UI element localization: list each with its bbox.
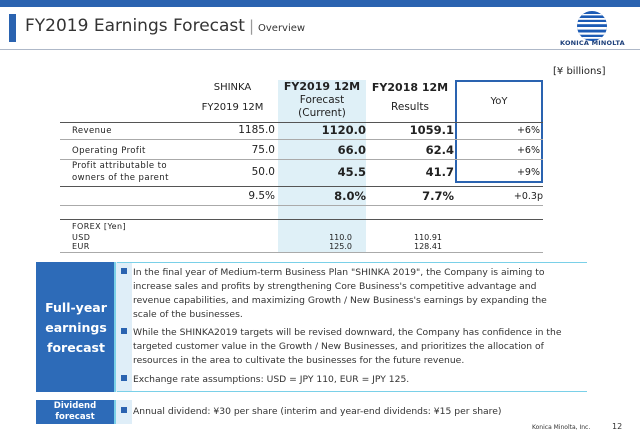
logo-wordmark: KONICA MINOLTA <box>560 39 625 47</box>
forecast-bullet-3: Exchange rate assumptions: USD = JPY 110… <box>121 373 571 387</box>
header-fy18-l2: Results <box>391 101 429 113</box>
bullet-3-line-1: Exchange rate assumptions: USD = JPY 110… <box>133 374 410 385</box>
globe-logo-icon <box>577 11 607 41</box>
table-rule <box>60 139 543 140</box>
bullet-1-line-2: increase sales and profits by strengthen… <box>133 281 537 292</box>
unit-label: [¥ billions] <box>553 66 606 77</box>
revenue-yoy: +6% <box>516 125 540 136</box>
forex-usd-current: 110.0 <box>329 233 352 242</box>
header-divider <box>0 49 640 50</box>
dividend-text: Annual dividend: ¥30 per share (interim … <box>133 406 502 417</box>
forecast-panel-label: Full-year earnings forecast <box>36 262 116 392</box>
bullet-1-line-1: In the final year of Medium-term Busines… <box>133 267 545 278</box>
page-number: 12 <box>612 422 623 431</box>
forecast-panel-title-l2: earnings <box>45 320 107 335</box>
bullet-square-icon <box>121 375 127 381</box>
forecast-panel-title-l3: forecast <box>47 340 105 355</box>
table-rule <box>60 205 543 206</box>
operating-profit-fy18: 62.4 <box>425 143 454 157</box>
operating-profit-yoy: +6% <box>516 145 540 156</box>
dividend-title-l2: forecast <box>55 412 95 422</box>
table-rule <box>60 159 543 160</box>
bullet-1-line-3: revenue capabilities, and maximizing Gro… <box>133 295 547 306</box>
margin-fy18: 7.7% <box>422 189 454 203</box>
forex-usd-fy18: 110.91 <box>414 233 442 242</box>
current-forecast-column-highlight <box>278 80 366 253</box>
header-shinka-l1: SHINKA <box>213 82 252 93</box>
bullet-2-line-2: targeted customer value in the Growth / … <box>133 341 544 352</box>
bullet-square-icon <box>121 268 127 274</box>
bullet-square-icon <box>121 328 127 334</box>
forecast-panel-band <box>116 262 132 392</box>
dividend-title-l1: Dividend <box>53 401 97 411</box>
bullet-1-line-4: scale of the businesses. <box>133 309 243 320</box>
row-label-operating-profit: Operating Profit <box>72 146 146 156</box>
title-subtitle: Overview <box>258 23 306 34</box>
footer-company: Konica Minolta, Inc. <box>532 424 591 431</box>
forex-eur-current: 125.0 <box>329 242 352 251</box>
title-text: FY2019 Earnings Forecast <box>25 16 245 36</box>
row-label-profit-l2: owners of the parent <box>72 173 169 183</box>
operating-profit-current: 66.0 <box>337 143 366 157</box>
forex-eur-fy18: 128.41 <box>414 242 442 251</box>
revenue-fy18: 1059.1 <box>409 123 454 137</box>
row-label-revenue: Revenue <box>72 126 112 136</box>
header-yoy: YoY <box>490 96 508 107</box>
dividend-bullet: Annual dividend: ¥30 per share (interim … <box>121 405 571 419</box>
forecast-panel-top-line <box>117 262 587 263</box>
title-separator: | <box>248 17 254 35</box>
revenue-current: 1120.0 <box>321 123 366 137</box>
page-title: FY2019 Earnings Forecast | Overview <box>25 14 305 41</box>
table-rule-forex <box>60 219 543 220</box>
profit-shinka: 50.0 <box>251 166 275 178</box>
forecast-panel-title-l1: Full-year <box>45 300 107 315</box>
forex-eur-label: EUR <box>72 242 90 251</box>
forex-label: FOREX [Yen] <box>72 222 126 231</box>
header-fy18-l1: FY2018 12M <box>371 81 449 94</box>
margin-current: 8.0% <box>334 189 366 203</box>
forecast-panel-bottom-line <box>117 391 587 392</box>
yoy-highlight-box <box>455 80 543 183</box>
forex-usd-label: USD <box>72 233 91 242</box>
forecast-bullet-1: In the final year of Medium-term Busines… <box>121 266 571 322</box>
profit-yoy: +9% <box>516 167 540 178</box>
header-current-l3: (Current) <box>298 107 346 119</box>
table-rule-top <box>60 122 543 123</box>
top-accent-bar <box>0 0 640 7</box>
header-current-l2: Forecast <box>299 94 345 106</box>
operating-profit-shinka: 75.0 <box>251 144 275 156</box>
profit-current: 45.5 <box>337 165 366 179</box>
title-accent-bar <box>9 14 16 42</box>
margin-shinka: 9.5% <box>248 190 275 202</box>
table-rule-mid <box>60 186 543 187</box>
header-current-l1: FY2019 12M <box>283 80 361 93</box>
profit-fy18: 41.7 <box>425 165 454 179</box>
row-label-profit-l1: Profit attributable to <box>72 161 167 171</box>
forecast-bullet-2: While the SHINKA2019 targets will be rev… <box>121 326 571 368</box>
revenue-shinka: 1185.0 <box>238 124 275 136</box>
bullet-square-icon <box>121 407 127 413</box>
margin-yoy: +0.3p <box>513 191 543 202</box>
dividend-panel-label: Dividend forecast <box>36 400 116 424</box>
bullet-2-line-1: While the SHINKA2019 targets will be rev… <box>133 327 562 338</box>
table-rule-bottom <box>60 252 543 253</box>
bullet-2-line-3: resources in the area to cultivate the b… <box>133 355 465 366</box>
header-shinka-l2: FY2019 12M <box>201 102 264 113</box>
